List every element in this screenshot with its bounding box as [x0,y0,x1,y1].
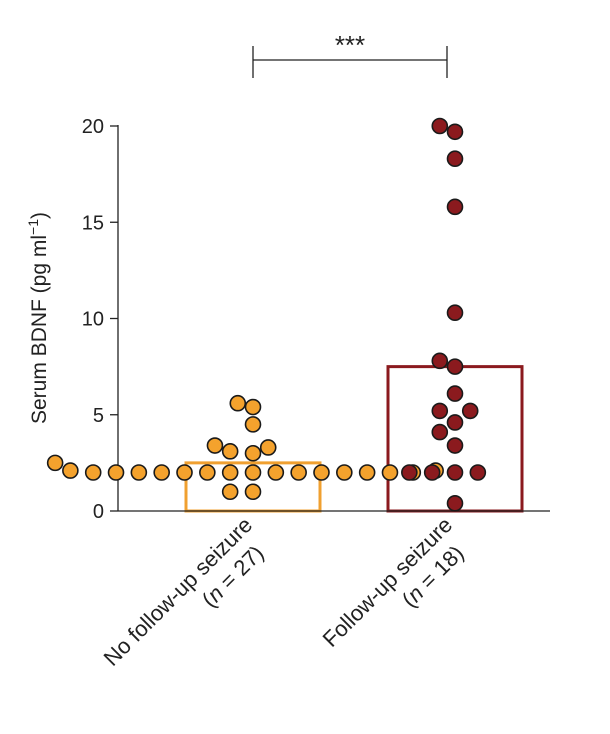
data-point-group-2 [461,402,479,420]
data-point-group-1 [267,464,285,481]
data-point-group-1 [84,464,102,481]
data-point-group-1 [62,462,79,479]
y-axis-title-sup: −1 [25,219,41,235]
y-tick-label: 5 [93,405,104,427]
data-point-group-1 [358,464,376,481]
data-point-group-1 [46,454,64,472]
data-point-group-1 [244,398,262,416]
data-point-group-2 [446,464,464,481]
data-point-group-2 [401,464,418,481]
data-point-group-1 [176,464,193,481]
data-point-group-2 [469,464,487,481]
data-point-group-2 [431,117,449,135]
data-point-group-2 [431,352,449,370]
data-point-group-2 [431,402,449,420]
data-point-group-2 [446,385,464,402]
data-point-group-1 [244,483,262,501]
data-point-group-2 [446,123,464,141]
data-point-group-1 [130,464,148,481]
data-point-group-2 [423,464,441,481]
data-point-group-1 [221,443,239,460]
y-tick-label: 15 [82,212,104,234]
data-point-group-1 [313,464,330,481]
data-point-group-1 [244,464,262,481]
data-point-group-1 [153,464,170,481]
y-axis-title-close: ) [28,212,51,219]
data-point-group-2 [446,358,464,375]
y-tick-label: 20 [82,116,104,138]
significance-label: *** [335,30,365,60]
data-point-group-1 [290,464,307,481]
data-point-group-1 [336,464,353,481]
data-point-group-1 [221,464,239,481]
data-point-group-2 [446,437,464,454]
points-layer [46,117,487,512]
y-tick-label: 0 [93,501,104,523]
data-point-group-2 [446,414,464,431]
data-point-group-2 [431,423,449,441]
data-point-group-1 [199,464,216,481]
data-point-group-1 [244,444,262,462]
data-point-group-1 [229,394,247,412]
category-label-2: Follow-up seizure (n = 18) [318,508,482,672]
data-point-group-1 [259,439,277,456]
data-point-group-2 [446,150,464,168]
svg-text:Follow-up seizure (n = 1: Follow-up seizure (n = 18) [318,508,482,672]
data-point-group-1 [381,464,399,481]
data-point-group-2 [446,304,464,322]
svg-text:No follow-up seizure (n: No follow-up seizure (n = 27) [99,508,282,691]
category-label-1: No follow-up seizure (n = 27) [99,508,282,691]
data-point-group-2 [446,198,464,216]
data-point-group-1 [221,483,239,501]
data-point-group-2 [446,494,464,512]
y-axis: 0 5 10 15 20 [82,116,550,523]
data-point-group-1 [206,437,224,454]
significance-bracket: *** [252,30,448,78]
y-tick-label: 10 [82,309,104,331]
y-axis-title-main: Serum BDNF (pg ml [28,235,51,424]
data-point-group-1 [244,416,262,433]
y-axis-title: Serum BDNF (pg ml−1) [25,212,51,424]
data-point-group-1 [107,464,125,481]
